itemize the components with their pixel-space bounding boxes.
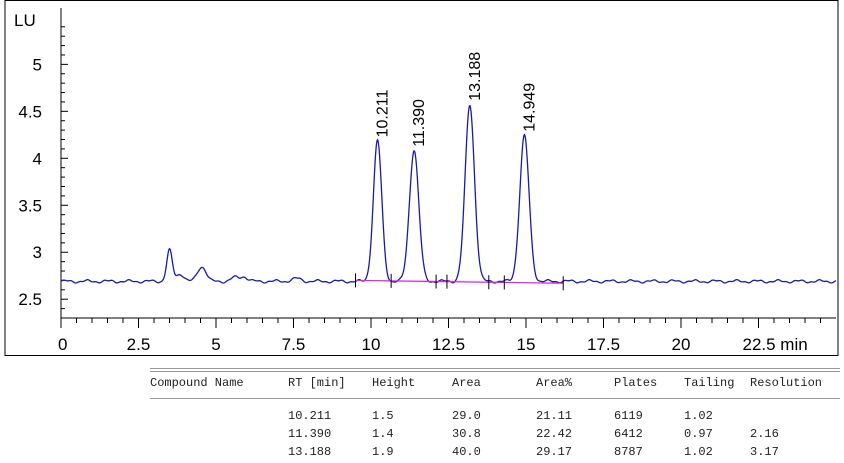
col-resolution: Resolution bbox=[750, 376, 823, 390]
cell-area: 40.0 bbox=[452, 445, 481, 459]
col-rt: RT [min] bbox=[288, 376, 346, 390]
chromatogram-chart: LU 2.5 3 3.5 4 4.5 5 0 2.5 5 7.5 10 12.5 15 17.5 20 22.5… bbox=[4, 0, 839, 356]
cell-area: 29.0 bbox=[452, 409, 481, 423]
x-tick-label: 7.5 bbox=[282, 335, 306, 354]
integration-marks bbox=[355, 273, 564, 291]
report-body: 10.211 1.5 29.0 21.11 6119 1.02 11.390 1… bbox=[150, 407, 840, 461]
col-compound-name: Compound Name bbox=[150, 376, 244, 390]
integration-baseline bbox=[355, 279, 564, 284]
x-tick-label: 20 bbox=[672, 335, 691, 354]
cell-rt: 11.390 bbox=[288, 427, 332, 441]
y-tick-label: 3.5 bbox=[18, 196, 42, 215]
cell-area-percent: 21.11 bbox=[536, 409, 573, 423]
col-area: Area bbox=[452, 376, 481, 390]
cell-compound-name bbox=[150, 407, 288, 425]
peak-label: 13.188 bbox=[467, 52, 484, 101]
y-tick-label: 2.5 bbox=[18, 290, 42, 309]
cell-plates: 6412 bbox=[614, 427, 643, 441]
cell-area-percent: 22.42 bbox=[536, 427, 573, 441]
y-tick-label: 4 bbox=[33, 149, 42, 168]
y-tick-label: 5 bbox=[33, 55, 42, 74]
report-table: Compound Name RT [min] Height Area Area%… bbox=[150, 374, 840, 392]
results-table: Compound Name RT [min] Height Area Area%… bbox=[150, 366, 840, 461]
cell-compound-name bbox=[150, 443, 288, 461]
y-axis-label: LU bbox=[14, 11, 36, 30]
x-tick-label: 10 bbox=[362, 335, 381, 354]
cell-area-percent: 29.17 bbox=[536, 445, 573, 459]
cell-resolution: 2.16 bbox=[750, 427, 779, 441]
peak-label: 14.949 bbox=[521, 83, 538, 132]
col-height: Height bbox=[372, 376, 416, 390]
x-tick-label: 22.5 min bbox=[743, 335, 808, 354]
peak-label: 10.211 bbox=[375, 90, 392, 138]
peak-label: 11.390 bbox=[411, 99, 428, 147]
cell-rt: 10.211 bbox=[288, 409, 332, 423]
x-tick-label: 2.5 bbox=[127, 335, 151, 354]
col-plates: Plates bbox=[614, 376, 658, 390]
plot-frame bbox=[4, 0, 839, 356]
cell-height: 1.9 bbox=[372, 445, 394, 459]
table-row: 11.390 1.4 30.8 22.42 6412 0.97 2.16 bbox=[150, 425, 840, 443]
cell-tailing: 1.02 bbox=[684, 409, 713, 423]
report-header-row: Compound Name RT [min] Height Area Area%… bbox=[150, 374, 840, 392]
cell-height: 1.4 bbox=[372, 427, 394, 441]
cell-plates: 8787 bbox=[614, 445, 643, 459]
table-row: 10.211 1.5 29.0 21.11 6119 1.02 bbox=[150, 407, 840, 425]
col-area-percent: Area% bbox=[536, 376, 573, 390]
cell-rt: 13.188 bbox=[288, 445, 332, 459]
cell-resolution: 3.17 bbox=[750, 445, 779, 459]
report-rule-top bbox=[150, 368, 840, 372]
cell-resolution bbox=[750, 407, 840, 425]
signal-trace bbox=[60, 104, 837, 284]
cell-compound-name bbox=[150, 425, 288, 443]
y-tick-label: 4.5 bbox=[18, 102, 42, 121]
x-tick-label: 15 bbox=[517, 335, 536, 354]
peak-labels: 10.211 11.390 13.188 14.949 bbox=[375, 52, 539, 147]
chart-axes: LU 2.5 3 3.5 4 4.5 5 0 2.5 5 7.5 10 12.5 15 17.5 20 22.5… bbox=[4, 0, 839, 356]
col-tailing: Tailing bbox=[684, 376, 735, 390]
cell-plates: 6119 bbox=[614, 409, 643, 423]
x-tick-label: 17.5 bbox=[587, 335, 620, 354]
cell-area: 30.8 bbox=[452, 427, 481, 441]
x-tick-label: 5 bbox=[211, 335, 220, 354]
y-tick-label: 3 bbox=[33, 243, 42, 262]
cell-height: 1.5 bbox=[372, 409, 394, 423]
cell-tailing: 1.02 bbox=[684, 445, 713, 459]
table-row: 13.188 1.9 40.0 29.17 8787 1.02 3.17 bbox=[150, 443, 840, 461]
x-tick-label: 12.5 bbox=[432, 335, 465, 354]
report-rule-mid bbox=[150, 398, 840, 399]
cell-tailing: 0.97 bbox=[684, 427, 713, 441]
x-tick-label: 0 bbox=[58, 335, 67, 354]
